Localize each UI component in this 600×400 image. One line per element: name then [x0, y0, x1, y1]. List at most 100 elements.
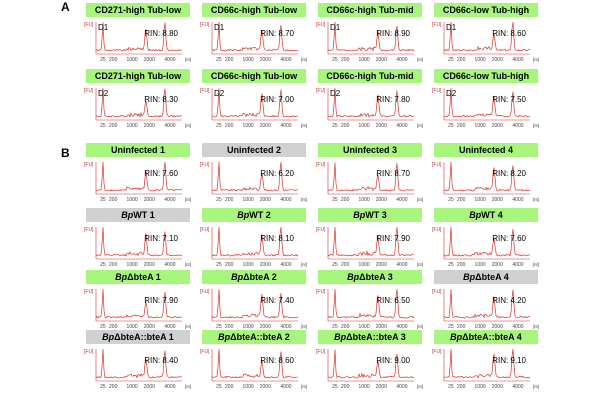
x-unit-label: [nt]: [417, 262, 423, 267]
x-tick-label: 200: [457, 123, 466, 129]
x-tick-label: 1000: [243, 262, 254, 268]
x-tick-label: 4000: [396, 262, 407, 268]
x-tick-label: 1000: [243, 57, 254, 63]
donor-label: D2: [330, 89, 341, 98]
x-unit-label: [nt]: [533, 324, 539, 329]
rin-value: RIN: 6.20: [260, 169, 294, 178]
x-tick-label: 1000: [243, 197, 254, 203]
x-tick-label: 25: [332, 197, 338, 203]
rna-trace-line: [327, 21, 415, 52]
x-tick-label: 1000: [127, 384, 138, 390]
rin-value: RIN: 8.90: [376, 29, 410, 38]
rin-value: RIN: 8.40: [144, 356, 178, 365]
rin-value: RIN: 8.60: [492, 29, 526, 38]
x-tick-label: 4000: [512, 384, 523, 390]
sample-title-badge: CD66c-high Tub-mid: [318, 3, 422, 17]
sample-title-badge: CD271-high Tub-low: [86, 69, 190, 83]
sample-title-badge: Uninfected 4: [434, 143, 538, 157]
x-tick-label: 4000: [280, 123, 291, 129]
y-unit-label: [FU]: [200, 289, 210, 295]
x-unit-label: [nt]: [533, 262, 539, 267]
rna-trace-line: [95, 348, 183, 379]
trace-plot: [FU] 25 200 1000 2000 4000 [nt] RIN: 8.20: [432, 161, 539, 203]
trace-plot: [FU] 25 200 1000 2000 4000 [nt] D2 RIN: 7.50: [432, 88, 539, 129]
x-tick-label: 4000: [512, 57, 523, 63]
sample-title: WT 1: [133, 210, 155, 220]
x-tick-label: 4000: [164, 123, 175, 129]
trace-plot: [FU] 25 200 1000 2000 4000 [nt] RIN: 7.40: [200, 289, 307, 330]
y-unit-label: [FU]: [200, 22, 210, 28]
electropherogram-panel: CD271-high Tub-low [FU] 25 200 1000 2000 4000[…: [84, 3, 192, 63]
electropherogram-panel: CD271-high Tub-low [FU] 25 200 1000 2000 4000[…: [84, 69, 192, 129]
sample-title: WT 4: [481, 210, 503, 220]
x-tick-label: 1000: [475, 262, 486, 268]
x-tick-label: 1000: [359, 384, 370, 390]
trace-plot: [FU] 25 200 1000 2000 4000 [nt] RIN: 7.60: [84, 161, 191, 203]
x-tick-label: 1000: [243, 123, 254, 129]
sample-title: CD66c-high Tub-low: [210, 71, 298, 81]
y-unit-label: [FU]: [200, 88, 210, 94]
sample-title-badge: Bp ΔbteA::bteA 1: [86, 330, 190, 344]
electropherogram-panel: Bp ΔbteA::bteA 2 [FU] 25 200 1000 2000 4000 [nt…: [200, 330, 308, 390]
donor-label: D2: [214, 89, 225, 98]
y-unit-label: [FU]: [432, 22, 442, 28]
x-tick-label: 25: [100, 123, 106, 129]
y-unit-label: [FU]: [200, 162, 210, 168]
x-unit-label: [nt]: [533, 384, 539, 389]
x-tick-label: 2000: [260, 384, 271, 390]
x-tick-label: 1000: [475, 197, 486, 203]
x-tick-label: 200: [457, 262, 466, 268]
x-tick-label: 1000: [359, 57, 370, 63]
electropherogram-panel: Bp ΔbteA::bteA 4 [FU] 25 200 1000 2000 4000 [nt…: [432, 330, 540, 390]
sample-title: Uninfected 3: [342, 145, 397, 155]
x-tick-label: 25: [100, 197, 106, 203]
donor-label: D1: [446, 23, 457, 32]
x-tick-label: 200: [109, 324, 118, 330]
x-unit-label: [nt]: [301, 123, 307, 128]
x-tick-label: 25: [332, 123, 338, 129]
sample-title-badge: Uninfected 2: [202, 143, 306, 157]
trace-plot: [FU] 25 200 1000 2000 4000 [nt] D1 RIN: 8.70: [200, 21, 307, 63]
trace-plot: [FU] 25 200 1000 2000 4000 [nt] RIN: 8.60: [200, 348, 307, 390]
x-tick-label: 4000: [280, 262, 291, 268]
x-tick-label: 1000: [127, 262, 138, 268]
sample-title: ΔbteA 3: [359, 272, 393, 282]
rin-value: RIN: 7.80: [376, 95, 410, 104]
x-tick-label: 2000: [492, 123, 503, 129]
sample-title: CD271-high Tub-low: [94, 71, 182, 81]
x-tick-label: 4000: [396, 123, 407, 129]
rna-trace-line: [96, 87, 183, 118]
rna-trace-line: [443, 226, 531, 257]
rin-value: RIN: 7.90: [144, 296, 178, 305]
x-tick-label: 200: [457, 57, 466, 63]
x-unit-label: [nt]: [301, 197, 307, 202]
strain-abbrev: Bp: [121, 210, 134, 220]
trace-plot: [FU] 25 200 1000 2000 4000 [nt] RIN: 8.70: [316, 162, 423, 203]
electropherogram-panel: CD66c-high Tub-mid [FU] 25 200 1000 2000 4000[…: [316, 3, 424, 63]
donor-label: D2: [446, 89, 457, 98]
x-tick-label: 4000: [396, 57, 407, 63]
x-tick-label: 1000: [359, 197, 370, 203]
x-tick-label: 4000: [164, 384, 175, 390]
sample-title-badge: Bp ΔbteA 1: [86, 270, 190, 284]
x-tick-label: 200: [109, 197, 118, 203]
strain-abbrev: Bp: [347, 272, 360, 282]
donor-label: D2: [98, 89, 109, 98]
y-unit-label: [FU]: [432, 289, 442, 295]
sample-title-badge: Uninfected 3: [318, 143, 422, 157]
x-tick-label: 25: [332, 384, 338, 390]
rin-value: RIN: 8.20: [492, 169, 526, 178]
sample-title-badge: CD66c-high Tub-low: [202, 69, 306, 83]
electropherogram-panel: CD66c-high Tub-mid [FU] 25 200 1000 2000 4000[…: [316, 69, 424, 129]
x-tick-label: 2000: [144, 324, 155, 330]
rin-value: RIN: 8.70: [376, 169, 410, 178]
sample-title: ΔbteA 4: [475, 272, 509, 282]
x-tick-label: 200: [341, 197, 350, 203]
x-unit-label: [nt]: [533, 123, 539, 128]
rin-value: RIN: 8.30: [144, 95, 178, 104]
strain-abbrev: Bp: [102, 332, 115, 342]
rna-trace-line: [95, 161, 183, 192]
y-unit-label: [FU]: [316, 349, 326, 355]
sample-title: ΔbteA::bteA 3: [346, 332, 406, 342]
sample-title-badge: Bp WT 1: [86, 208, 190, 222]
